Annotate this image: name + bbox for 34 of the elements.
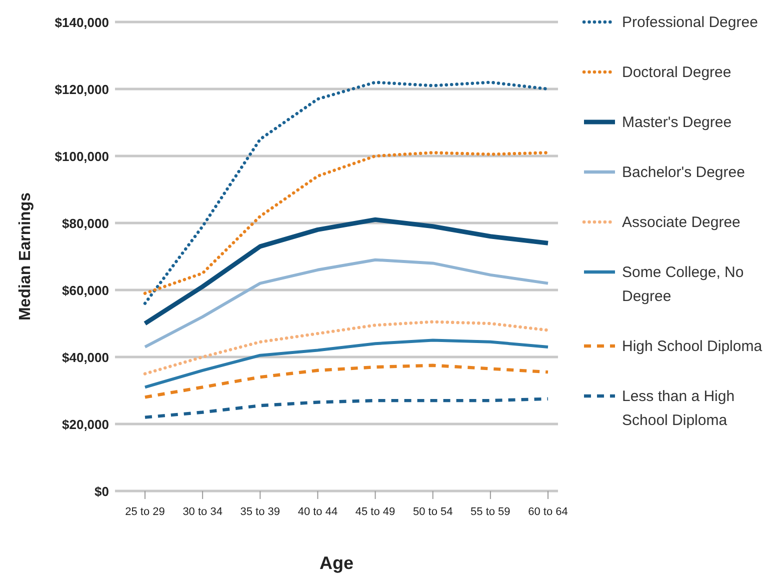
- line-series: [143, 364, 550, 399]
- legend-label: Associate Degree: [622, 214, 740, 231]
- legend-label: Doctoral Degree: [622, 64, 732, 81]
- line-series: [142, 217, 550, 326]
- line-series: [144, 258, 550, 348]
- y-tick-label: $20,000: [62, 417, 109, 432]
- x-tick-label: 40 to 44: [298, 506, 338, 518]
- x-tick-label: 25 to 29: [125, 506, 165, 518]
- line-series: [143, 320, 550, 376]
- line-series: [144, 338, 550, 389]
- legend-label: Some College, No Degree: [622, 264, 744, 305]
- x-axis-title: Age: [319, 553, 354, 573]
- x-tick-label: 60 to 64: [528, 506, 568, 518]
- line-series: [143, 80, 550, 305]
- y-tick-label: $80,000: [62, 216, 109, 231]
- legend-label: Professional Degree: [622, 14, 758, 31]
- legend-label: Less than a High School Diploma: [622, 388, 735, 429]
- x-tick-label: 55 to 59: [470, 506, 510, 518]
- y-axis-title: Median Earnings: [17, 192, 34, 321]
- y-tick-label: $60,000: [62, 283, 109, 298]
- y-tick-label: $40,000: [62, 350, 109, 365]
- legend-label: Bachelor's Degree: [622, 164, 745, 181]
- x-tick-label: 50 to 54: [412, 506, 453, 518]
- x-tick-label: 30 to 34: [182, 506, 222, 518]
- y-tick-label: $120,000: [54, 82, 109, 97]
- y-tick-label: $140,000: [54, 15, 109, 30]
- line-series: [143, 397, 550, 419]
- x-tick-label: 45 to 49: [355, 506, 396, 518]
- line-series: [143, 151, 550, 295]
- x-tick-label: 35 to 39: [240, 506, 280, 518]
- y-tick-label: $100,000: [54, 149, 109, 164]
- legend-label: High School Diploma: [622, 338, 763, 355]
- y-tick-label: $0: [94, 484, 109, 499]
- legend-label: Master's Degree: [622, 114, 732, 131]
